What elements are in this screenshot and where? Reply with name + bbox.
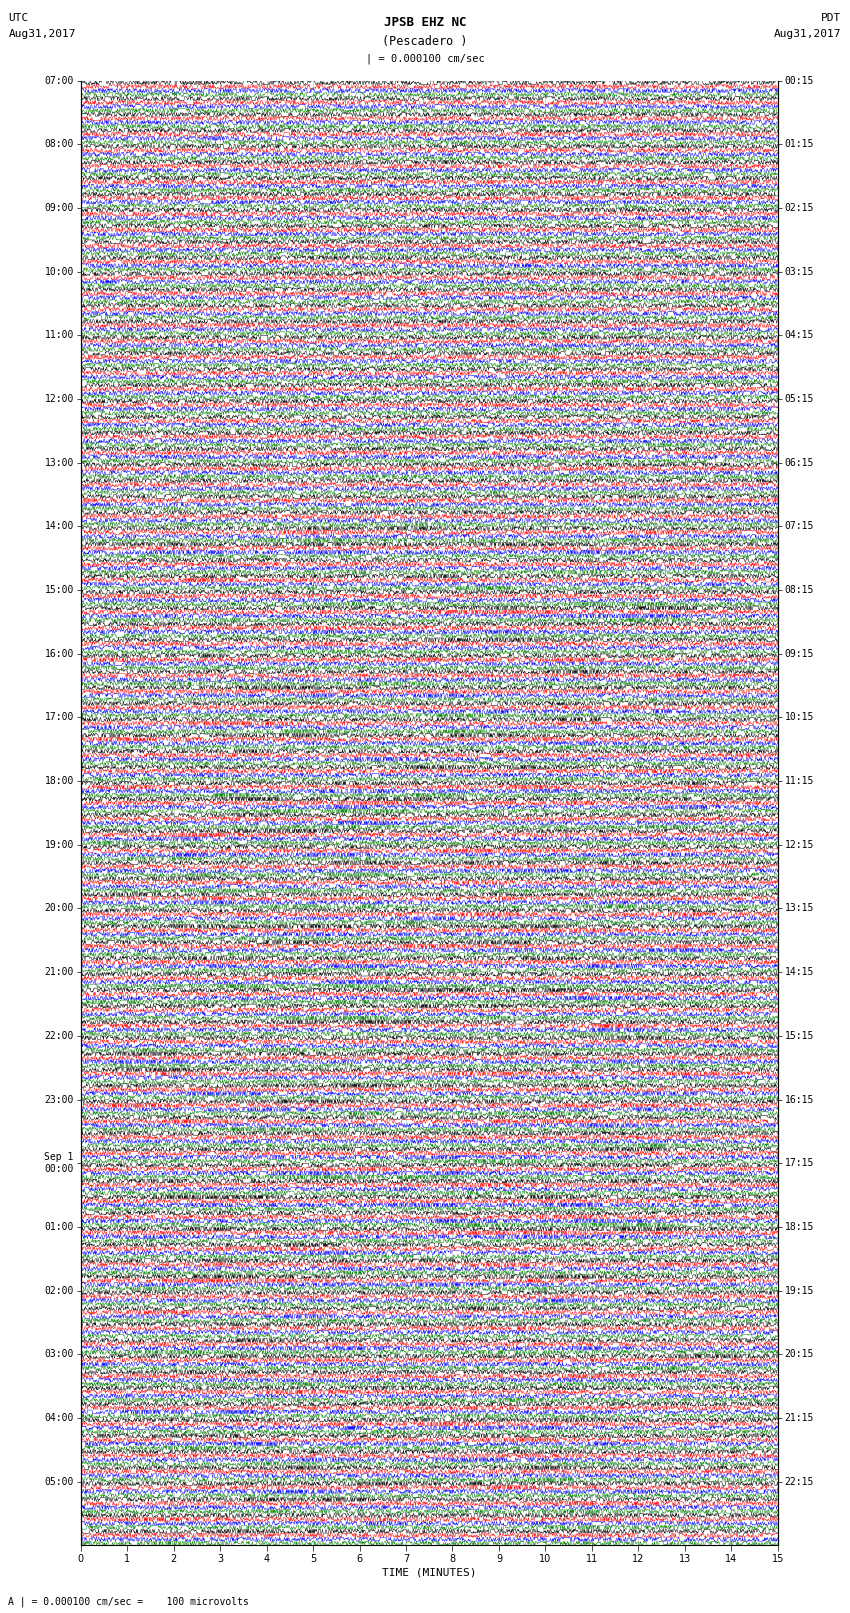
Text: JPSB EHZ NC: JPSB EHZ NC: [383, 16, 467, 29]
Text: PDT: PDT: [821, 13, 842, 23]
Text: Aug31,2017: Aug31,2017: [8, 29, 76, 39]
Text: (Pescadero ): (Pescadero ): [382, 35, 468, 48]
Text: | = 0.000100 cm/sec: | = 0.000100 cm/sec: [366, 53, 484, 65]
Text: A | = 0.000100 cm/sec =    100 microvolts: A | = 0.000100 cm/sec = 100 microvolts: [8, 1595, 249, 1607]
Text: UTC: UTC: [8, 13, 29, 23]
X-axis label: TIME (MINUTES): TIME (MINUTES): [382, 1568, 477, 1578]
Text: Aug31,2017: Aug31,2017: [774, 29, 842, 39]
